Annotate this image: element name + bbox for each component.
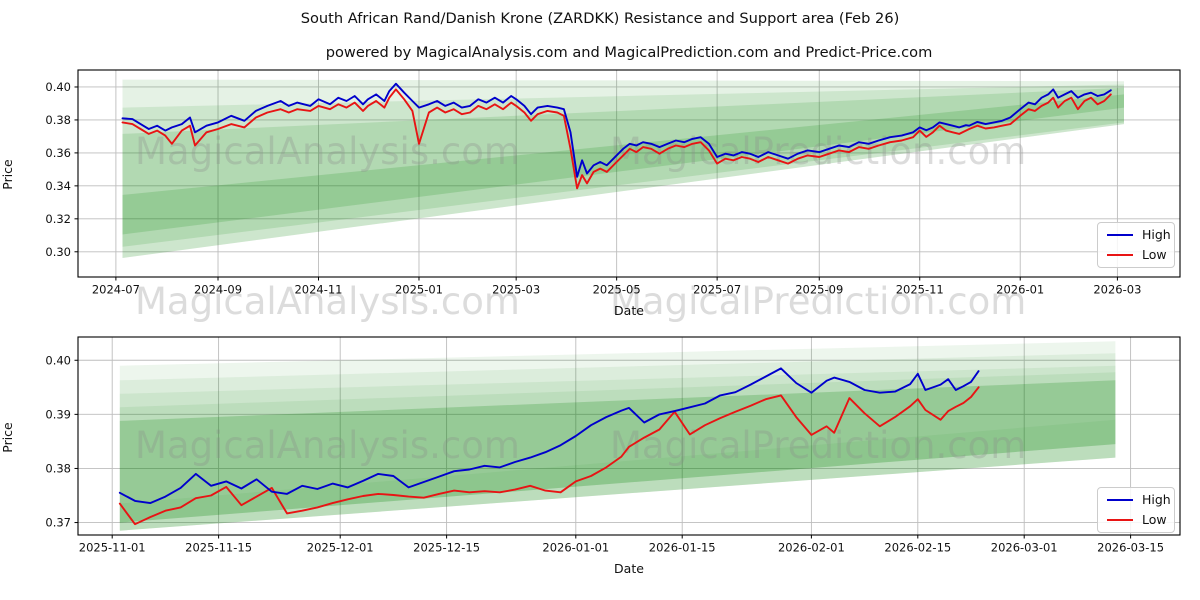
- support-resistance-band: [122, 87, 1124, 247]
- axes-frame: [77, 69, 1181, 278]
- support-resistance-band: [119, 372, 1116, 531]
- x-tick-label: 2026-01-01: [542, 541, 609, 555]
- x-tick-label: 2026-01-15: [649, 541, 716, 555]
- support-resistance-band: [122, 94, 1124, 235]
- x-tick-label: 2026-03-15: [1097, 541, 1164, 555]
- axes-frame: [77, 336, 1181, 536]
- legend-item-high: High: [1107, 228, 1171, 242]
- y-tick-label: 0.40: [45, 80, 71, 94]
- x-tick-label: 2025-09: [795, 283, 843, 297]
- y-tick-label: 0.32: [45, 212, 71, 226]
- y-tick-label: 0.39: [45, 407, 71, 421]
- x-tick-label: 2025-12-15: [413, 541, 480, 555]
- x-axis-label-bottom: Date: [614, 561, 644, 576]
- y-axis-label-top: Price: [0, 159, 15, 190]
- x-tick-label: 2026-01: [996, 283, 1044, 297]
- y-axis-label-bottom: Price: [0, 422, 15, 453]
- y-tick-label: 0.40: [45, 353, 71, 367]
- legend-top: High Low: [1097, 222, 1175, 268]
- support-resistance-band: [122, 79, 1124, 258]
- x-tick-label: 2026-03: [1093, 283, 1141, 297]
- legend-label-low: Low: [1142, 511, 1167, 527]
- chart-subtitle: powered by MagicalAnalysis.com and Magic…: [325, 44, 933, 61]
- axes-foreground: 2024-07 2024-09 2024-11 2025-01 2025-03 2025-…: [45, 69, 1181, 297]
- x-tick-label: 2025-01: [395, 283, 443, 297]
- low-line-swatch: [1107, 518, 1133, 521]
- support-resistance-band: [122, 84, 1124, 258]
- y-tick-label: 0.30: [45, 245, 71, 259]
- support-resistance-band: [119, 365, 1116, 531]
- x-tick-label: 2024-07: [92, 283, 140, 297]
- series-line-high: [121, 82, 1112, 178]
- axes-foreground: 2025-11-01 2025-11-15 2025-12-01 2025-12-15…: [45, 336, 1181, 555]
- x-tick-label: 2024-09: [194, 283, 242, 297]
- x-tick-label: 2025-11-01: [79, 541, 146, 555]
- x-axis-label-top: Date: [614, 303, 644, 318]
- x-tick-label: 2025-07: [693, 283, 741, 297]
- series-line-low: [121, 88, 1112, 190]
- x-tick-label: 2025-05: [593, 283, 641, 297]
- x-tick-label: 2026-03-01: [991, 541, 1058, 555]
- y-tick-label: 0.36: [45, 146, 71, 160]
- x-tick-label: 2024-11: [294, 283, 342, 297]
- y-tick-label: 0.34: [45, 179, 71, 193]
- legend-item-low: Low: [1107, 246, 1167, 262]
- legend-label-low: Low: [1142, 246, 1167, 262]
- series-line-high: [118, 367, 980, 505]
- x-tick-label: 2026-02-15: [884, 541, 951, 555]
- support-resistance-band: [119, 341, 1116, 531]
- low-line-swatch: [1107, 253, 1133, 256]
- x-tick-label: 2026-02-01: [778, 541, 845, 555]
- x-tick-label: 2025-03: [492, 283, 540, 297]
- legend-bottom: High Low: [1097, 487, 1175, 533]
- y-tick-label: 0.38: [45, 461, 71, 475]
- y-tick-label: 0.38: [45, 113, 71, 127]
- page-title: South African Rand/Danish Krone (ZARDKK)…: [300, 10, 900, 27]
- grid-and-bands: [78, 337, 1180, 535]
- legend-item-high: High: [1107, 493, 1171, 507]
- grid-and-bands: [78, 70, 1180, 277]
- support-resistance-band: [119, 353, 1116, 531]
- high-line-swatch: [1107, 499, 1133, 502]
- high-line-swatch: [1107, 234, 1133, 237]
- legend-label-high: High: [1142, 227, 1171, 242]
- x-tick-label: 2025-12-01: [307, 541, 374, 555]
- support-resistance-band: [119, 419, 1116, 523]
- y-tick-label: 0.37: [45, 516, 71, 530]
- x-tick-label: 2025-11-15: [185, 541, 252, 555]
- legend-label-high: High: [1142, 492, 1171, 507]
- x-tick-label: 2025-11: [896, 283, 944, 297]
- legend-item-low: Low: [1107, 511, 1167, 527]
